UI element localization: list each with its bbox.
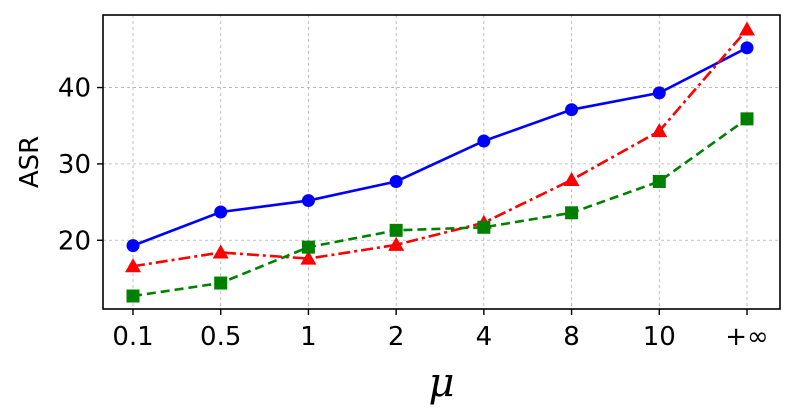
data-point-square [740,112,754,126]
grid [103,15,780,309]
x-tick-label: 0.1 [112,322,153,352]
x-tick-label: 2 [388,322,405,352]
data-point-square [389,223,403,237]
data-point-circle [389,174,403,188]
data-point-triangle [300,250,317,265]
x-tick-label: 0.5 [200,322,241,352]
x-tick-label: 1 [300,322,317,352]
data-point-triangle [125,258,141,273]
data-point-square [565,206,579,220]
series-line [132,28,748,268]
data-point-triangle [212,244,229,259]
data-point-square [301,240,315,254]
data-point-triangle [651,123,668,138]
x-tick-label: 4 [476,322,493,352]
data-point-square [477,220,491,234]
x-tick-label: 10 [643,322,676,352]
data-point-square [214,276,228,290]
series-square-2 [126,112,754,303]
data-point-triangle [739,21,755,36]
data-point-circle [126,239,140,253]
x-tick-label: +∞ [725,322,768,352]
data-point-square [126,289,140,303]
series-triangle-1 [125,21,755,273]
series-circle-0 [126,41,754,253]
data-point-circle [565,103,579,117]
data-point-circle [652,86,666,100]
x-tick-label: 8 [563,322,580,352]
y-tick-label: 30 [58,150,91,180]
data-point-triangle [388,236,405,251]
y-axis-title: ASR [15,136,45,188]
series-layer [125,21,755,303]
plot-frame [102,14,781,310]
y-tick-label: 40 [58,74,91,104]
x-axis-title: μ [429,360,455,406]
data-point-triangle [563,171,580,186]
series-line [132,46,748,247]
data-point-circle [214,205,228,219]
y-tick-label: 20 [58,226,91,256]
data-point-circle [301,194,315,208]
data-point-circle [740,41,754,55]
data-point-square [652,174,666,188]
data-point-circle [477,134,491,148]
series-line [132,117,748,298]
ticks: 0.1 0.5 1 2 4 8 10 +∞ 20 30 40 [58,74,769,352]
